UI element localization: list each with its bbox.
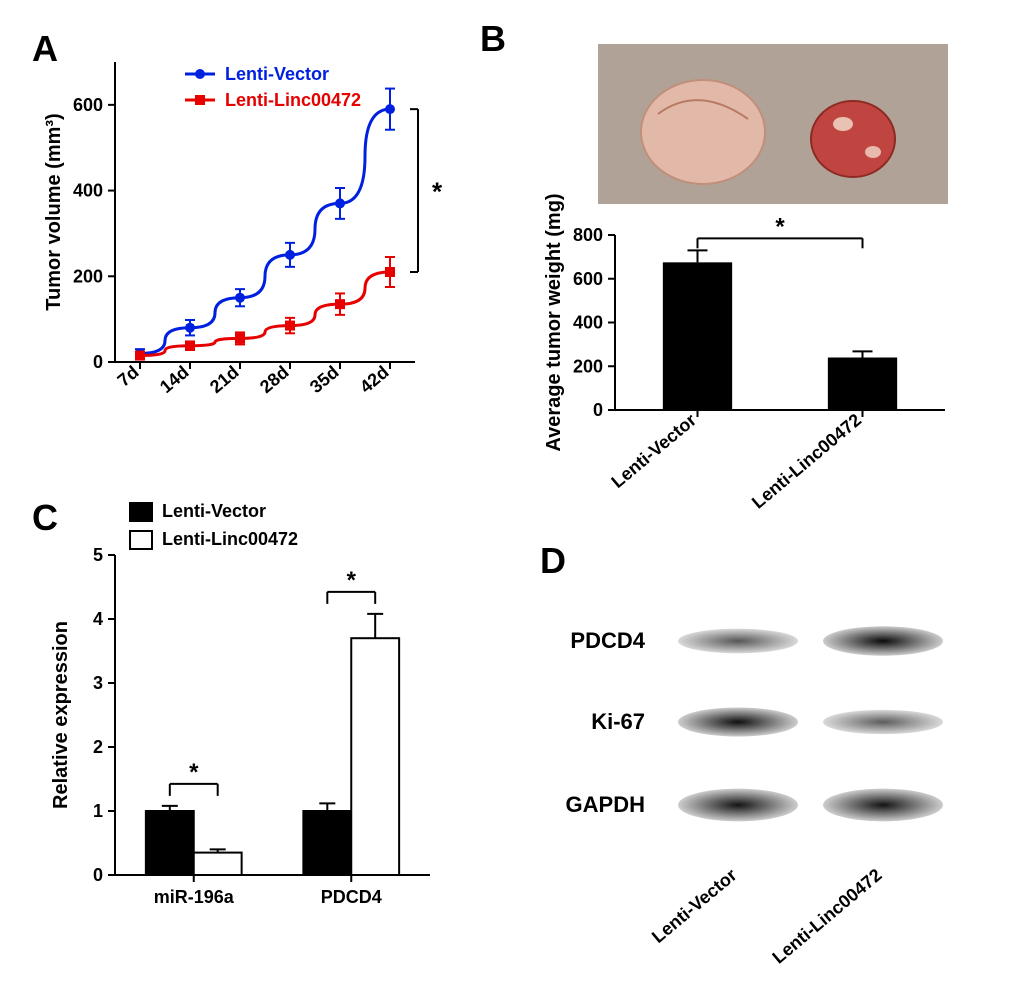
svg-text:Lenti-Vector: Lenti-Vector [648,865,741,947]
svg-text:PDCD4: PDCD4 [570,628,645,653]
svg-text:Ki-67: Ki-67 [591,709,645,734]
svg-text:GAPDH: GAPDH [566,792,645,817]
svg-text:Lenti-Linc00472: Lenti-Linc00472 [768,865,885,968]
western-blot: PDCD4 Ki-67 GAPDH Lenti-Vector Lenti-Linc004… [0,0,1020,1002]
